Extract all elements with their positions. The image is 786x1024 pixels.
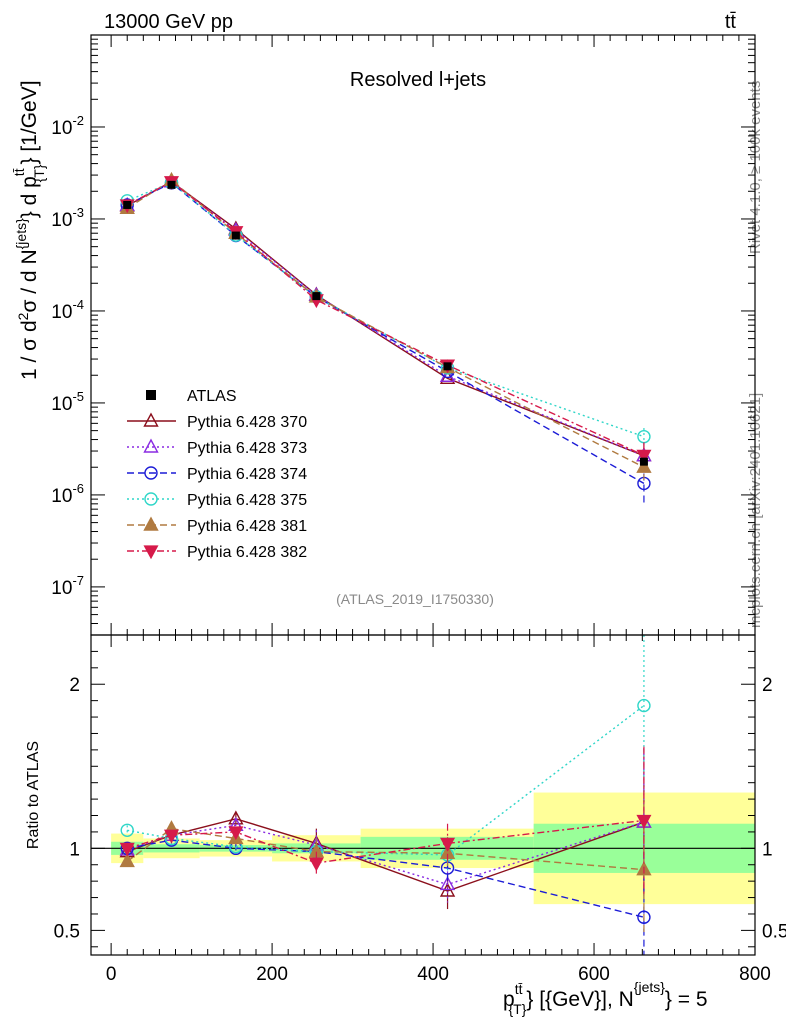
legend-marker <box>143 438 159 453</box>
legend-marker <box>143 516 159 531</box>
legend-label: Pythia 6.428 373 <box>187 440 307 457</box>
series-point <box>637 429 651 444</box>
ratio-point <box>440 837 456 852</box>
ratio-ylabel: Ratio to ATLAS <box>25 741 42 849</box>
ratio-series-line <box>127 839 645 918</box>
series-point <box>636 449 652 464</box>
ratio-point <box>119 842 135 857</box>
legend-label: Pythia 6.428 381 <box>187 518 307 535</box>
legend-marker <box>143 545 159 560</box>
ratio-series-line <box>127 819 645 864</box>
ratio-frame <box>90 634 756 956</box>
x-tick-label: 400 <box>417 964 449 985</box>
energy-label: 13000 GeV pp <box>104 11 233 33</box>
ratio-point <box>637 698 651 713</box>
atlas-data-point <box>123 200 132 209</box>
ratio-point <box>119 852 135 868</box>
ratio-point <box>163 829 179 844</box>
legend: ATLAS Pythia 6.428 370 Pythia 6.428 373 Pyt… <box>127 388 307 561</box>
analysis-id-label: (ATLAS_2019_I1750330) <box>336 591 494 607</box>
series-point <box>636 458 652 473</box>
ratio-series-line <box>127 705 645 856</box>
series-point <box>439 367 456 382</box>
ratio-tick-label-right: 0.5 <box>762 921 786 942</box>
x-tick-label: 600 <box>578 964 610 985</box>
ratio-point <box>308 857 324 872</box>
y-tick-label: 10-2 <box>51 113 84 139</box>
ratio-series-line <box>126 818 645 892</box>
atlas-data-point <box>167 180 176 189</box>
axes: 0 200 400 600 800 10-7 10-6 10-5 10-4 10-3 10-2 0.5… <box>51 34 786 985</box>
series-line <box>126 180 645 457</box>
x-tick-label: 800 <box>739 964 771 985</box>
x-tick-label: 200 <box>256 964 288 985</box>
ratio-series-line <box>126 821 645 886</box>
atlas-data-point <box>639 457 648 466</box>
legend-marker <box>143 412 159 427</box>
y-tick-label: 10-7 <box>51 573 84 599</box>
process-label: tt̄ <box>725 11 737 33</box>
y-tick-label: 10-3 <box>51 205 84 231</box>
atlas-data-point <box>312 292 321 301</box>
legend-label: Pythia 6.428 370 <box>187 414 307 431</box>
main-panel <box>119 171 652 505</box>
main-ylabel: 1 / σ d2σ / d N{jets}} d ptt̄ {T}} [1/GeV… <box>11 80 47 380</box>
series-line <box>126 182 645 485</box>
legend-atlas-marker <box>146 390 156 400</box>
legend-marker <box>144 492 158 506</box>
ratio-panel <box>91 635 755 955</box>
ratio-point <box>637 910 651 924</box>
atlas-data-point <box>231 231 240 240</box>
chart-title: Resolved l+jets <box>350 69 486 91</box>
legend-label: Pythia 6.428 375 <box>187 492 307 509</box>
ratio-tick-label: 0.5 <box>54 921 80 942</box>
legend-marker <box>144 466 158 480</box>
ratio-tick-label: 1 <box>69 839 80 860</box>
ratio-tick-label: 2 <box>69 675 80 696</box>
x-axis-label: ptt̄ {T}} [{GeV}], N{jets}} = 5 <box>503 979 708 1017</box>
ratio-point <box>228 826 244 841</box>
x-tick-label: 0 <box>106 964 117 985</box>
ratio-point <box>120 823 134 837</box>
ratio-point <box>636 814 652 829</box>
y-tick-label: 10-6 <box>51 481 84 507</box>
atlas-data-point <box>443 362 452 371</box>
y-tick-label: 10-4 <box>51 297 84 323</box>
legend-label: Pythia 6.428 382 <box>187 544 307 561</box>
legend-label: Pythia 6.428 374 <box>187 466 307 483</box>
legend-label: ATLAS <box>187 388 237 405</box>
ratio-tick-label-right: 1 <box>762 839 773 860</box>
ratio-point <box>439 875 456 891</box>
y-tick-label: 10-5 <box>51 389 84 415</box>
ratio-tick-label-right: 2 <box>762 675 773 696</box>
